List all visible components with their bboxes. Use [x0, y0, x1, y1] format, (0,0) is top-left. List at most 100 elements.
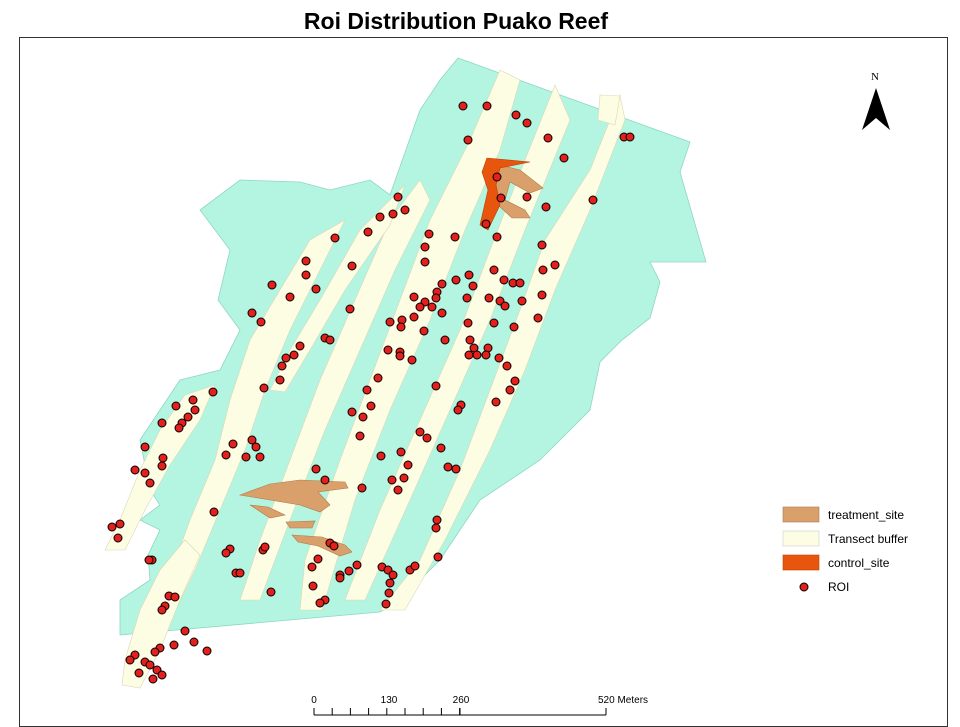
roi-marker	[107, 522, 117, 532]
roi-marker	[289, 350, 299, 360]
roi-marker	[465, 335, 475, 345]
roi-marker	[375, 212, 385, 222]
roi-marker	[190, 405, 200, 415]
roi-marker	[347, 261, 357, 271]
roi-marker	[145, 478, 155, 488]
treatment-polygon	[249, 504, 286, 519]
roi-marker	[463, 135, 473, 145]
roi-marker	[433, 552, 443, 562]
roi-marker	[387, 475, 397, 485]
roi-marker	[415, 302, 425, 312]
roi-marker	[443, 462, 453, 472]
roi-marker	[157, 670, 167, 680]
roi-marker	[509, 322, 519, 332]
roi-marker	[468, 281, 478, 291]
roi-marker	[251, 442, 261, 452]
legend-swatch-buffer	[782, 530, 820, 547]
scale-label-260: 260	[453, 695, 470, 706]
roi-marker	[347, 407, 357, 417]
roi-marker	[307, 562, 317, 572]
roi-marker	[522, 192, 532, 202]
roi-marker	[396, 322, 406, 332]
roi-marker	[510, 376, 520, 386]
roi-marker	[395, 351, 405, 361]
legend-label-control: control_site	[828, 556, 890, 570]
roi-marker	[505, 385, 515, 395]
roi-marker	[482, 101, 492, 111]
roi-marker	[511, 110, 521, 120]
legend-swatch-control	[782, 554, 820, 571]
transect-buffer-band	[597, 94, 621, 126]
roi-marker	[315, 598, 325, 608]
roi-marker	[308, 581, 318, 591]
roi-marker	[489, 265, 499, 275]
roi-marker	[311, 284, 321, 294]
roi-marker	[492, 232, 502, 242]
roi-marker	[424, 229, 434, 239]
roi-marker	[241, 452, 251, 462]
roi-marker	[517, 296, 527, 306]
roi-marker	[388, 570, 398, 580]
roi-marker	[533, 313, 543, 323]
treatment-polygon	[285, 520, 316, 529]
map-title: Roi Distribution Puako Reef	[303, 8, 609, 34]
roi-marker	[113, 533, 123, 543]
roi-marker	[481, 350, 491, 360]
roi-marker	[277, 361, 287, 371]
roi-marker	[157, 461, 167, 471]
roi-marker	[431, 523, 441, 533]
roi-marker	[415, 427, 425, 437]
roi-marker	[140, 442, 150, 452]
roi-marker	[180, 626, 190, 636]
roi-marker	[385, 317, 395, 327]
roi-marker	[366, 401, 376, 411]
scale-label-0: 0	[311, 695, 317, 706]
roi-marker	[157, 418, 167, 428]
roi-marker	[385, 578, 395, 588]
transect-buffer-band	[379, 93, 626, 611]
legend-label-roi: ROI	[828, 580, 849, 594]
roi-marker	[247, 308, 257, 318]
roi-marker	[437, 308, 447, 318]
roi-marker	[285, 292, 295, 302]
roi-marker	[301, 270, 311, 280]
legend: treatment_site Transect buffer control_s…	[782, 506, 908, 594]
roi-marker	[134, 668, 144, 678]
roi-marker	[169, 640, 179, 650]
treatment-polygon	[291, 534, 353, 557]
roi-marker	[363, 227, 373, 237]
roi-marker	[396, 447, 406, 457]
roi-marker	[407, 355, 417, 365]
control-polygon	[479, 157, 531, 231]
roi-marker	[209, 507, 219, 517]
roi-marker	[464, 270, 474, 280]
roi-marker	[202, 646, 212, 656]
north-arrow-icon: N	[862, 71, 890, 130]
roi-marker	[170, 592, 180, 602]
roi-marker	[157, 605, 167, 615]
roi-marker	[188, 395, 198, 405]
control-sites	[479, 157, 531, 231]
roi-marker	[409, 312, 419, 322]
roi-marker	[313, 554, 323, 564]
roi-marker	[458, 101, 468, 111]
roi-marker	[400, 205, 410, 215]
roi-marker	[431, 293, 441, 303]
roi-marker	[491, 397, 501, 407]
roi-marker	[150, 647, 160, 657]
roi-marker	[451, 464, 461, 474]
roi-marker	[437, 279, 447, 289]
legend-label-treatment: treatment_site	[828, 508, 904, 522]
treatment-sites	[238, 164, 544, 557]
roi-points	[107, 101, 635, 684]
roi-marker	[295, 341, 305, 351]
roi-marker	[472, 350, 482, 360]
roi-marker	[384, 588, 394, 598]
roi-marker	[538, 265, 548, 275]
roi-marker	[427, 302, 437, 312]
north-label: N	[871, 71, 879, 83]
treatment-polygon	[238, 479, 349, 513]
roi-marker	[484, 293, 494, 303]
roi-marker	[256, 317, 266, 327]
roi-marker	[259, 383, 269, 393]
